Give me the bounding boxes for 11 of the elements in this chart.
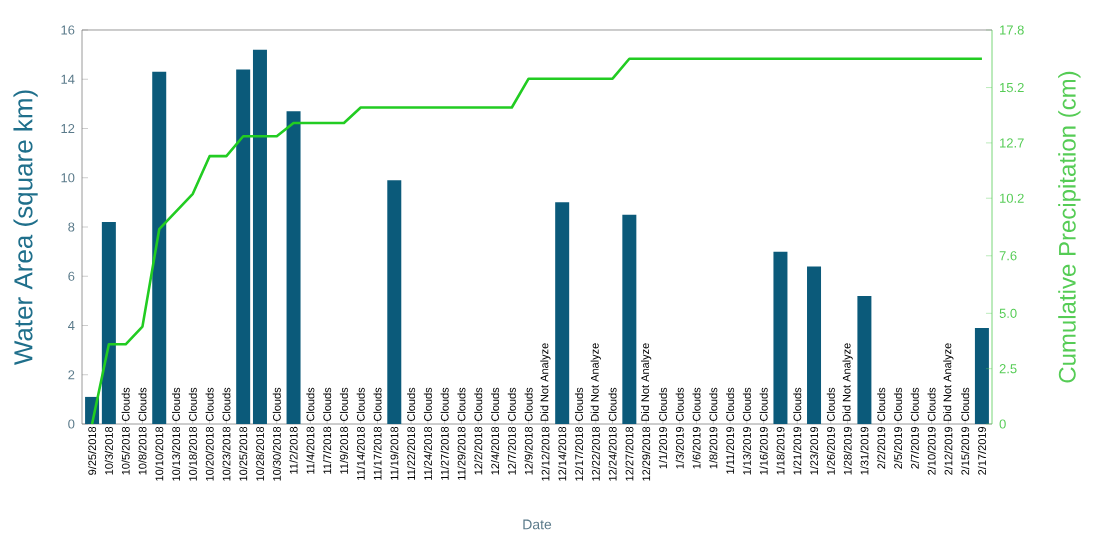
y-axis-title: Water Area (square km) (13, 90, 38, 366)
bar (555, 202, 570, 424)
bar (857, 295, 872, 424)
bar (974, 327, 989, 424)
bar (152, 71, 167, 424)
y2-axis-title: Cumulative Precipitation (cm) (1058, 71, 1081, 383)
bar (773, 251, 788, 424)
bar (622, 214, 637, 424)
bar (807, 266, 822, 424)
bar (387, 180, 402, 424)
bar (286, 111, 301, 424)
